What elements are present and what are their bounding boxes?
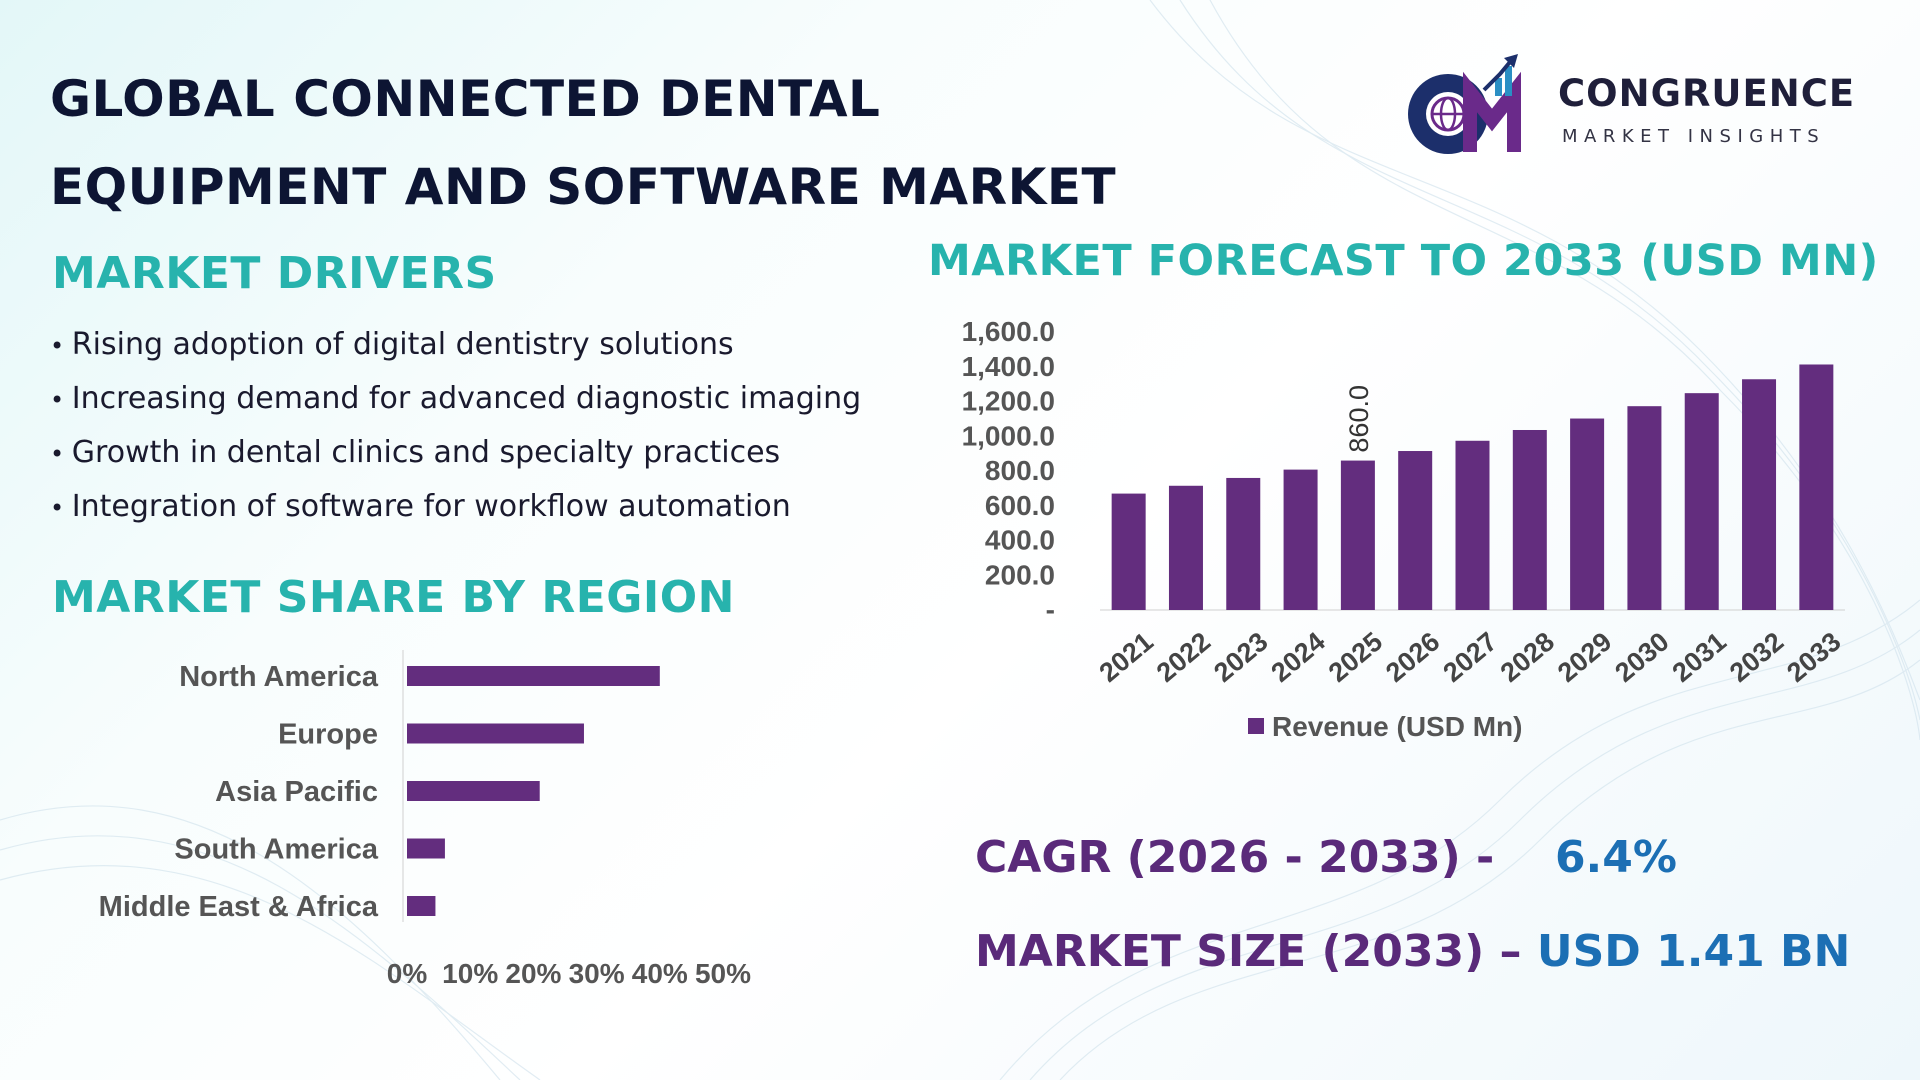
y-tick-label: 400.0	[985, 525, 1055, 556]
region-bar	[407, 896, 436, 916]
forecast-bar	[1627, 406, 1662, 610]
share-title: MARKET SHARE BY REGION	[52, 572, 735, 623]
y-tick-label: 1,000.0	[962, 420, 1055, 451]
category-label: Asia Pacific	[215, 776, 378, 808]
x-tick-label: 20%	[505, 958, 561, 989]
cagr-label: CAGR (2026 - 2033) -	[975, 832, 1495, 883]
driver-item: Integration of software for workflow aut…	[50, 482, 861, 536]
y-tick-label: -	[1046, 594, 1055, 625]
region-share-chart: North America Europe Asia Pacific South Ame…	[99, 650, 751, 989]
forecast-title: MARKET FORECAST TO 2033 (USD MN)	[928, 236, 1879, 286]
forecast-bar	[1684, 393, 1719, 610]
y-tick-label: 800.0	[985, 455, 1055, 486]
driver-item: Rising adoption of digital dentistry sol…	[50, 320, 861, 374]
driver-item: Increasing demand for advanced diagnosti…	[50, 374, 861, 428]
region-bar	[407, 666, 660, 686]
x-tick-label: 2030	[1609, 626, 1674, 688]
data-label: 860.0	[1344, 385, 1374, 453]
x-tick-label: 40%	[632, 958, 688, 989]
y-tick-label: 1,200.0	[962, 386, 1055, 417]
x-tick-label: 2032	[1724, 626, 1789, 688]
x-tick-label: 10%	[442, 958, 498, 989]
page-title: GLOBAL CONNECTED DENTAL EQUIPMENT AND SO…	[50, 55, 1150, 231]
forecast-bar	[1226, 477, 1261, 610]
legend-swatch	[1248, 718, 1264, 734]
market-size-value: USD 1.41 BN	[1536, 926, 1851, 977]
x-tick-label: 2029	[1552, 626, 1617, 688]
forecast-bar	[1742, 379, 1777, 610]
forecast-bar	[1340, 460, 1375, 610]
x-tick-label: 2026	[1380, 626, 1445, 688]
x-tick-label: 30%	[569, 958, 625, 989]
market-size-label: MARKET SIZE (2033) –	[975, 926, 1522, 977]
x-tick-label: 2025	[1323, 626, 1388, 688]
x-tick-label: 0%	[387, 958, 428, 989]
x-tick-label: 2028	[1495, 626, 1560, 688]
x-tick-label: 2021	[1094, 626, 1159, 688]
market-size-stat: MARKET SIZE (2033) – USD 1.41 BN	[975, 926, 1850, 977]
region-bar	[407, 781, 540, 801]
cagr-stat: CAGR (2026 - 2033) - 6.4%	[975, 832, 1677, 883]
x-tick-label: 50%	[695, 958, 751, 989]
forecast-bar	[1570, 418, 1605, 610]
x-tick-label: 2033	[1781, 626, 1846, 688]
forecast-bar	[1283, 469, 1318, 610]
title-line-1: GLOBAL CONNECTED DENTAL	[50, 70, 881, 128]
logo-name: CONGRUENCE	[1558, 72, 1856, 115]
company-logo: CONGRUENCE MARKET INSIGHTS	[1400, 52, 1870, 162]
legend-label: Revenue (USD Mn)	[1272, 711, 1522, 742]
y-tick-label: 600.0	[985, 490, 1055, 521]
drivers-title: MARKET DRIVERS	[52, 248, 497, 299]
y-tick-label: 200.0	[985, 559, 1055, 590]
category-label: South America	[174, 834, 378, 866]
forecast-bar	[1111, 493, 1146, 610]
category-label: Europe	[278, 719, 378, 751]
globe-chart-logo-icon	[1408, 54, 1521, 154]
region-bar	[407, 723, 584, 744]
x-tick-label: 2022	[1151, 626, 1216, 688]
x-tick-label: 2024	[1265, 626, 1330, 688]
forecast-bar	[1398, 451, 1433, 610]
forecast-bar	[1168, 485, 1203, 610]
cagr-value: 6.4%	[1554, 832, 1677, 883]
driver-item: Growth in dental clinics and specialty p…	[50, 428, 861, 482]
category-label: Middle East & Africa	[99, 891, 379, 923]
x-tick-label: 2027	[1437, 626, 1502, 688]
y-tick-label: 1,600.0	[962, 316, 1055, 347]
title-line-2: EQUIPMENT AND SOFTWARE MARKET	[50, 158, 1117, 216]
forecast-bar	[1455, 440, 1490, 610]
forecast-bar	[1512, 429, 1547, 610]
region-bar	[407, 838, 445, 859]
y-tick-label: 1,400.0	[962, 351, 1055, 382]
category-label: North America	[179, 661, 379, 693]
logo-subtitle: MARKET INSIGHTS	[1562, 126, 1826, 147]
x-tick-label: 2023	[1208, 626, 1273, 688]
x-tick-label: 2031	[1667, 626, 1732, 688]
drivers-list: Rising adoption of digital dentistry sol…	[50, 320, 861, 536]
forecast-bar	[1799, 364, 1834, 610]
